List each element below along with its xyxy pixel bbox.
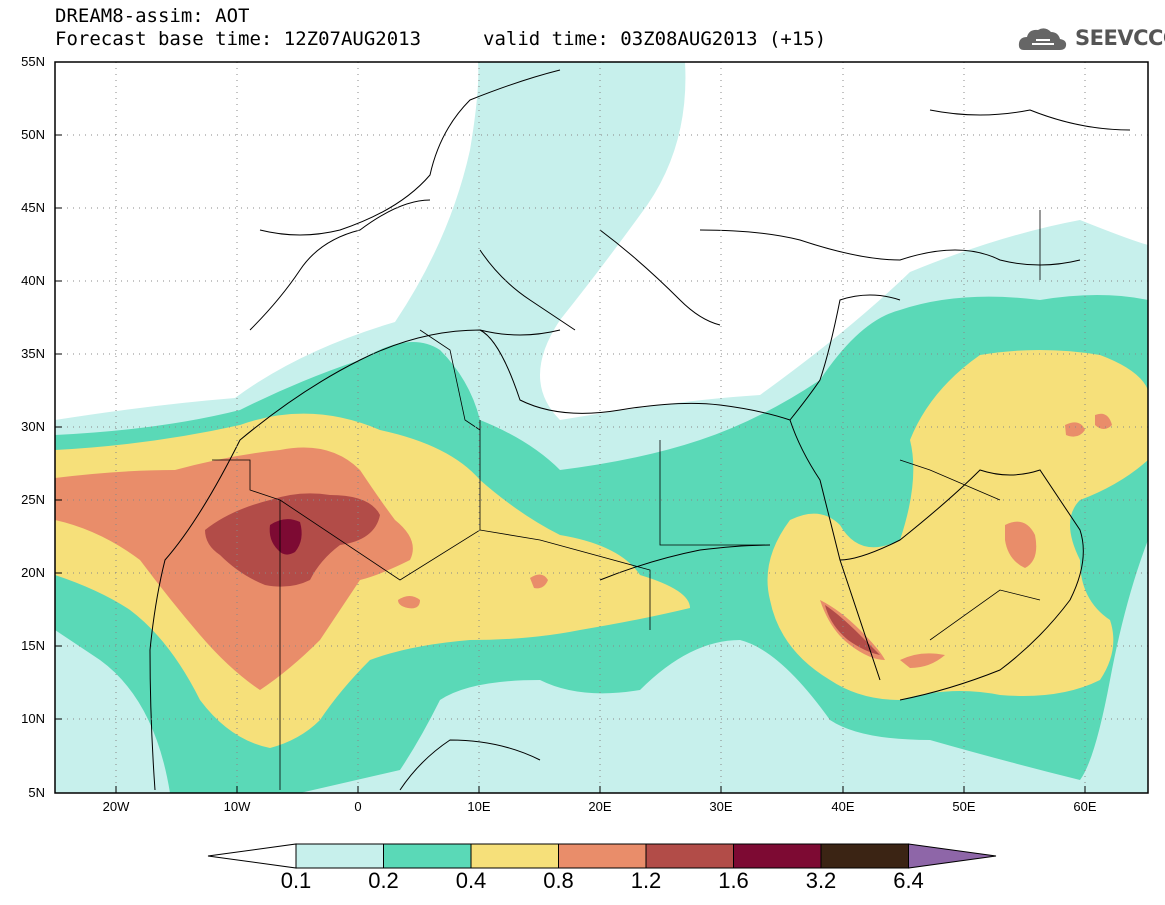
lat-label-55n: 55N [21, 54, 45, 69]
colorbar-swatch-6 [733, 843, 822, 869]
aot-band-0.8-spot5 [1095, 413, 1112, 429]
lon-label-60e: 60E [1073, 799, 1097, 814]
lon-label-20w: 20W [102, 799, 130, 814]
aot-band-0.8-spot1 [398, 596, 420, 609]
colorbar-swatch-7 [820, 843, 909, 869]
colorbar-over-arrow [908, 843, 997, 869]
lat-label-15n: 15N [21, 638, 45, 653]
lat-label-30n: 30N [21, 419, 45, 434]
logo-text: SEEVCCC [1075, 26, 1165, 50]
colorbar-label-3.2: 3.2 [805, 868, 837, 893]
colorbar-label-0.2: 0.2 [368, 868, 399, 893]
aot-band-0.4-east [767, 350, 1148, 700]
valid-time: valid time: 03Z08AUG2013 (+15) [483, 28, 827, 50]
forecast-base-time: Forecast base time: 12Z07AUG2013 [55, 28, 422, 50]
coastlines [149, 69, 1131, 791]
axis-ticks [55, 61, 1086, 793]
lon-label-40e: 40E [831, 799, 855, 814]
aot-band-0.8-spot7 [900, 653, 945, 668]
colorbar-swatch-1 [295, 843, 384, 869]
colorbar-swatch-4 [558, 843, 647, 869]
colorbar-swatch-5 [645, 843, 734, 869]
lon-label-30e: 30E [709, 799, 733, 814]
aot-band-0.8-spot2 [530, 574, 548, 589]
cloud-logo-icon [1018, 28, 1067, 50]
lon-label-20e: 20E [588, 799, 612, 814]
lat-label-25n: 25N [21, 492, 45, 507]
lat-label-50n: 50N [21, 127, 45, 142]
lon-label-10e: 10E [467, 799, 491, 814]
lat-label-35n: 35N [21, 346, 45, 361]
colorbar-label-0.4: 0.4 [455, 868, 487, 893]
colorbar-label-1.2: 1.2 [630, 868, 662, 893]
lon-label-0: 0 [354, 799, 362, 814]
colorbar-label-6.4: 6.4 [893, 868, 924, 893]
aot-band-1.2-red-sea [825, 605, 880, 655]
lat-label-40n: 40N [21, 273, 45, 288]
colorbar-swatch-2 [383, 843, 472, 869]
lat-label-20n: 20N [21, 565, 45, 580]
colorbar [207, 843, 997, 869]
gridlines [55, 62, 1148, 793]
lon-label-50e: 50E [952, 799, 976, 814]
aot-band-0.8-spot4 [1065, 422, 1085, 437]
aot-band-1.6 [269, 519, 302, 555]
lat-label-10n: 10N [21, 711, 45, 726]
colorbar-label-0.8: 0.8 [543, 868, 574, 893]
country-borders [212, 210, 1041, 790]
lat-label-5n: 5N [28, 785, 45, 800]
lat-label-45n: 45N [21, 200, 45, 215]
colorbar-swatch-3 [470, 843, 559, 869]
map-title: DREAM8-assim: AOT [55, 5, 250, 27]
lon-label-10w: 10W [223, 799, 251, 814]
colorbar-label-1.6: 1.6 [718, 868, 749, 893]
colorbar-label-0.1: 0.1 [280, 868, 312, 893]
colorbar-under-arrow [207, 843, 297, 869]
aot-band-0.8-spot3 [1005, 521, 1037, 568]
